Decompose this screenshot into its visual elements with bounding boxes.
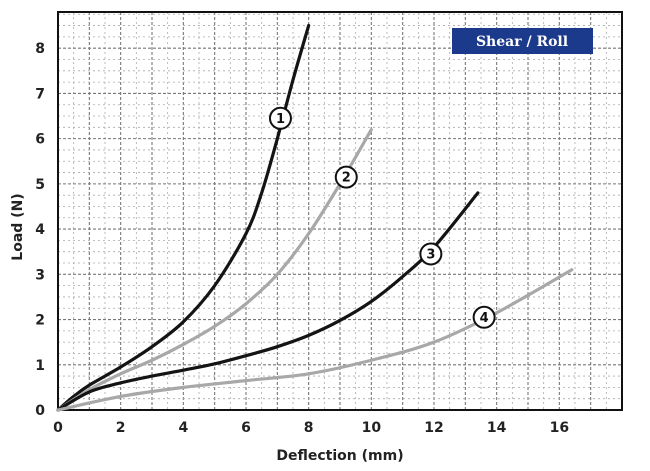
x-tick-label: 6: [241, 420, 251, 436]
x-tick-label: 4: [178, 420, 188, 436]
x-tick-label: 16: [550, 420, 569, 436]
y-tick-label: 2: [35, 313, 45, 329]
y-tick-label: 5: [35, 177, 45, 193]
curve-marker-label: 4: [480, 311, 489, 326]
chart-title: Shear / Roll: [476, 34, 568, 50]
curve-marker-circle: [268, 106, 292, 130]
y-tick-label: 0: [35, 403, 45, 419]
curve-marker-label: 2: [342, 171, 351, 186]
y-tick-label: 6: [35, 132, 45, 148]
x-tick-label: 2: [116, 420, 126, 436]
x-tick-label: 8: [304, 420, 314, 436]
curve-marker-circle: [472, 305, 496, 329]
curve-marker-circle: [334, 165, 358, 189]
x-tick-label: 12: [424, 420, 443, 436]
series-line-1: [56, 23, 311, 412]
series-line-2: [56, 127, 373, 412]
curve-markers: 1 2 3 4: [268, 106, 496, 329]
x-axis-title: Deflection (mm): [276, 448, 403, 464]
curve-marker-label: 3: [426, 247, 435, 262]
y-axis-title: Load (N): [10, 193, 26, 260]
plot-frame: [57, 11, 623, 411]
x-tick-label: 10: [362, 420, 382, 436]
y-tick-label: 3: [35, 267, 45, 283]
x-tick-label: 0: [53, 420, 63, 436]
y-tick-label: 8: [35, 41, 45, 57]
x-tick-label: 14: [487, 420, 507, 436]
title-badge-background: [452, 28, 593, 54]
y-tick-label: 7: [35, 86, 45, 102]
curve-marker-1: 1: [268, 106, 292, 130]
y-tick-label: 4: [35, 222, 45, 238]
curve-marker-3: 3: [419, 242, 443, 266]
x-tick-labels: 0 2 4 6 8 10 12 14 16: [53, 420, 569, 436]
y-tick-label: 1: [35, 358, 45, 374]
curve-marker-2: 2: [334, 165, 358, 189]
series-line-3: [56, 191, 480, 412]
curve-marker-label: 1: [276, 112, 285, 127]
curve-marker-circle: [419, 242, 443, 266]
y-tick-labels: 0 1 2 3 4 5 6 7 8: [35, 41, 45, 419]
title-badge: Shear / Roll: [452, 28, 593, 54]
curve-marker-4: 4: [472, 305, 496, 329]
